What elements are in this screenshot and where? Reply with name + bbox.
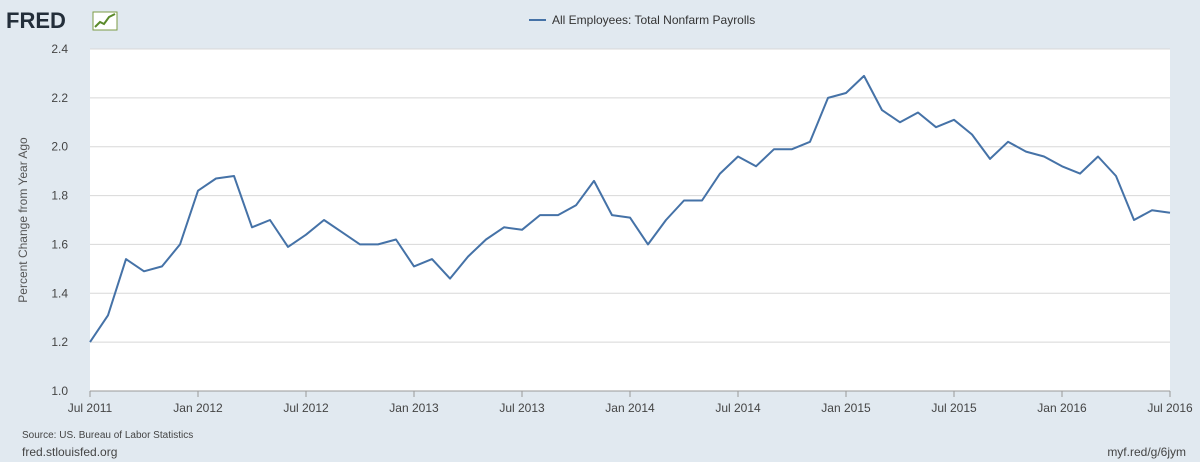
site-link[interactable]: fred.stlouisfed.org	[22, 445, 117, 459]
y-axis-title: Percent Change from Year Ago	[16, 137, 30, 303]
fred-logo[interactable]: FRED	[6, 8, 118, 33]
x-tick-label: Jul 2013	[499, 401, 545, 415]
x-tick-label: Jan 2016	[1037, 401, 1087, 415]
x-tick-label: Jul 2016	[1147, 401, 1193, 415]
y-tick-label: 1.8	[51, 189, 68, 203]
legend[interactable]: All Employees: Total Nonfarm Payrolls	[529, 13, 755, 27]
short-link[interactable]: myf.red/g/6jym	[1107, 445, 1186, 459]
y-tick-label: 2.0	[51, 140, 68, 154]
y-axis-ticks: 1.0 1.2 1.4 1.6 1.8 2.0 2.2 2.4	[51, 42, 68, 398]
x-tick-label: Jan 2012	[173, 401, 223, 415]
y-tick-label: 2.2	[51, 91, 68, 105]
y-tick-label: 2.4	[51, 42, 68, 56]
y-tick-label: 1.0	[51, 384, 68, 398]
legend-label: All Employees: Total Nonfarm Payrolls	[552, 13, 755, 27]
y-tick-label: 1.4	[51, 286, 68, 300]
x-tick-label: Jul 2012	[283, 401, 329, 415]
x-tick-label: Jul 2011	[68, 401, 113, 415]
x-tick-label: Jan 2014	[605, 401, 655, 415]
x-axis-ticks: Jul 2011 Jan 2012 Jul 2012 Jan 2013 Jul 2013…	[68, 391, 1193, 415]
y-tick-label: 1.2	[51, 335, 68, 349]
x-tick-label: Jan 2015	[821, 401, 871, 415]
series-line-total-nonfarm-payrolls[interactable]	[89, 74, 1171, 343]
x-tick-label: Jul 2014	[715, 401, 761, 415]
fred-logo-text: FRED	[6, 8, 66, 33]
fred-logo-chart-icon	[92, 11, 118, 31]
plot-area	[90, 49, 1170, 391]
y-tick-label: 1.6	[51, 237, 68, 251]
x-tick-label: Jul 2015	[931, 401, 977, 415]
source-note: Source: US. Bureau of Labor Statistics	[22, 430, 193, 441]
x-tick-label: Jan 2013	[389, 401, 439, 415]
